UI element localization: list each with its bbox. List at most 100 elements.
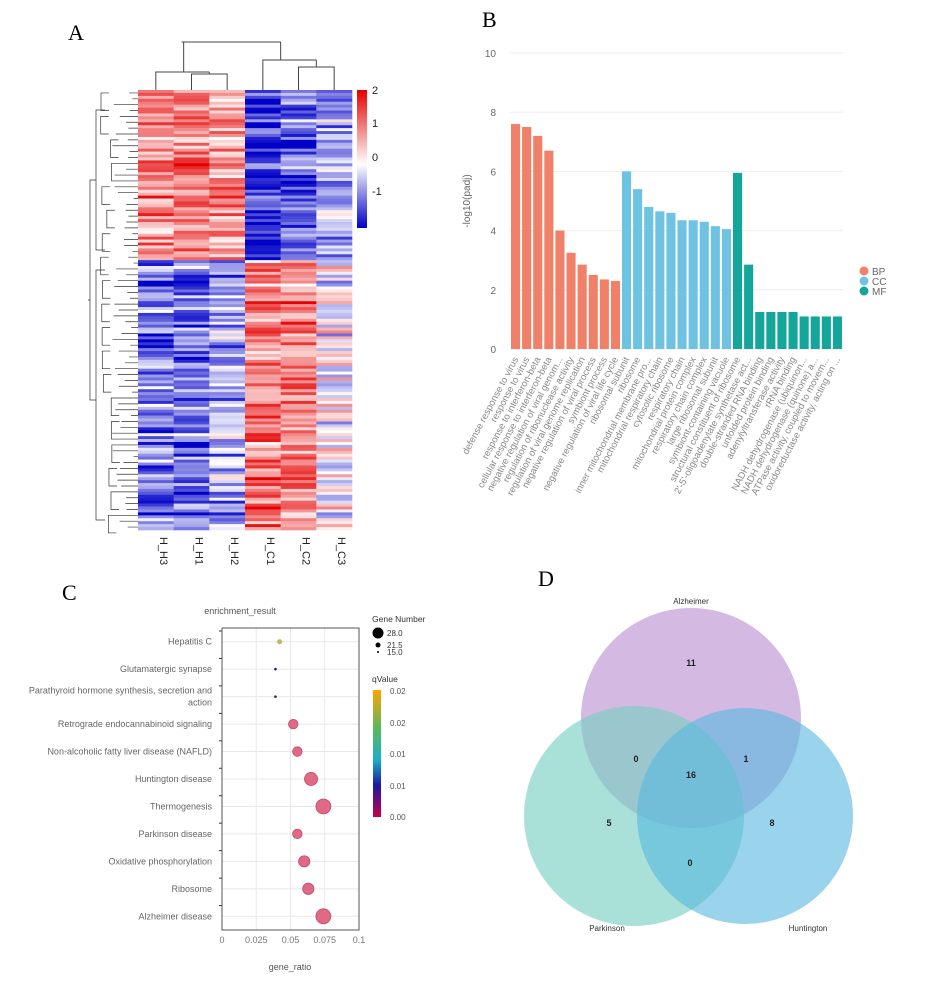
dot bbox=[288, 718, 299, 730]
heatmap-cell bbox=[245, 289, 281, 293]
heatmap-cell bbox=[316, 92, 353, 97]
heatmap-cell bbox=[245, 418, 281, 422]
heatmap-cell bbox=[173, 198, 210, 202]
bar-bp bbox=[511, 124, 521, 349]
heatmap-cell bbox=[209, 289, 246, 293]
heatmap-cell bbox=[280, 268, 317, 273]
heatmap-cell bbox=[209, 415, 246, 419]
heatmap-cell bbox=[173, 427, 210, 431]
bar-mf bbox=[733, 172, 743, 349]
heatmap-cell bbox=[138, 474, 174, 478]
heatmap-cell bbox=[209, 518, 246, 522]
heatmap-cell bbox=[209, 113, 246, 117]
heatmap-cell bbox=[138, 321, 174, 325]
heatmap-cell bbox=[173, 98, 210, 103]
heatmap-cell bbox=[245, 383, 281, 387]
heatmap-cell bbox=[280, 318, 317, 323]
legend-label: BP bbox=[872, 267, 886, 278]
heatmap-cell bbox=[280, 348, 317, 352]
dot bbox=[315, 798, 332, 815]
heatmap-cell bbox=[280, 392, 317, 396]
heatmap-cell bbox=[245, 224, 281, 229]
heatmap-cell bbox=[138, 453, 174, 457]
heatmap-cell bbox=[209, 456, 246, 460]
heatmap-cell bbox=[316, 377, 353, 381]
heatmap-cell bbox=[245, 295, 281, 299]
heatmap-cell bbox=[245, 527, 281, 531]
heatmap-column-label: H_H1 bbox=[193, 537, 205, 565]
heatmap-cell bbox=[173, 239, 210, 243]
heatmap-cell bbox=[173, 172, 210, 176]
heatmap-cell bbox=[280, 509, 317, 513]
heatmap-cell bbox=[209, 110, 246, 114]
heatmap-cell bbox=[138, 468, 174, 472]
heatmap-cell bbox=[138, 125, 174, 129]
heatmap-cell bbox=[138, 180, 174, 185]
heatmap-cell bbox=[173, 148, 210, 152]
heatmap-cell bbox=[173, 421, 210, 425]
heatmap-cell bbox=[316, 90, 353, 94]
heatmap-cell bbox=[280, 163, 317, 167]
heatmap-cell bbox=[173, 136, 210, 141]
heatmap-cell bbox=[209, 277, 246, 281]
heatmap-cell bbox=[280, 377, 317, 381]
heatmap-cell bbox=[245, 239, 281, 243]
panel-label-d: D bbox=[538, 566, 554, 591]
heatmap-cell bbox=[173, 289, 210, 293]
heatmap-cell bbox=[280, 506, 317, 510]
heatmap-cell bbox=[245, 474, 281, 478]
heatmap-cell bbox=[245, 227, 281, 232]
heatmap-cell bbox=[209, 383, 246, 387]
heatmap-cell bbox=[280, 368, 317, 372]
dot bbox=[304, 772, 319, 786]
y-tick-label: Glutamatergic synapse bbox=[120, 664, 212, 674]
heatmap-cell bbox=[209, 400, 246, 405]
heatmap-cell bbox=[173, 263, 210, 267]
x-tick-label: 0.075 bbox=[313, 935, 336, 945]
heatmap-cell bbox=[209, 195, 246, 199]
heatmap-cell bbox=[280, 251, 317, 255]
heatmap-cell bbox=[209, 380, 246, 384]
heatmap-cell bbox=[138, 400, 174, 405]
y-tick-label: 8 bbox=[490, 108, 496, 119]
bar-bp bbox=[610, 280, 620, 349]
heatmap-cell bbox=[245, 471, 281, 475]
heatmap-cell bbox=[173, 330, 210, 334]
heatmap-cell bbox=[173, 301, 210, 305]
heatmap-cell bbox=[209, 450, 246, 455]
heatmap-cell bbox=[173, 257, 210, 261]
heatmap-cell bbox=[316, 142, 353, 147]
venn-count-alzheimer-only: 11 bbox=[686, 658, 696, 668]
heatmap-cell bbox=[173, 462, 210, 466]
heatmap-cell bbox=[316, 298, 353, 302]
heatmap-cell bbox=[245, 128, 281, 132]
heatmap-cell bbox=[209, 436, 246, 440]
heatmap-cell bbox=[245, 298, 281, 302]
heatmap-cell bbox=[209, 186, 246, 191]
heatmap-cell bbox=[316, 277, 353, 281]
legend-label: CC bbox=[872, 277, 886, 288]
heatmap-cell bbox=[280, 400, 317, 405]
heatmap-cell bbox=[138, 333, 174, 337]
heatmap-cell bbox=[209, 151, 246, 155]
heatmap-cell bbox=[316, 186, 353, 191]
heatmap-cell bbox=[316, 368, 353, 372]
heatmap-cell bbox=[209, 92, 246, 97]
heatmap-cell bbox=[138, 312, 174, 317]
heatmap-cell bbox=[280, 310, 317, 314]
heatmap-cell bbox=[138, 142, 174, 147]
heatmap-column-label: H_C3 bbox=[335, 537, 347, 565]
heatmap-cell bbox=[173, 169, 210, 173]
heatmap-cell bbox=[209, 183, 246, 188]
heatmap-cell bbox=[173, 491, 210, 496]
dot bbox=[315, 908, 332, 925]
heatmap-cell bbox=[280, 192, 317, 196]
heatmap-cell bbox=[138, 439, 174, 443]
heatmap-cell bbox=[280, 157, 317, 161]
heatmap-cell bbox=[316, 222, 353, 226]
heatmap-cell bbox=[316, 477, 353, 481]
heatmap-cell bbox=[138, 339, 174, 343]
heatmap-cell bbox=[280, 442, 317, 446]
bar-bp bbox=[522, 127, 532, 349]
heatmap-cell bbox=[280, 315, 317, 320]
